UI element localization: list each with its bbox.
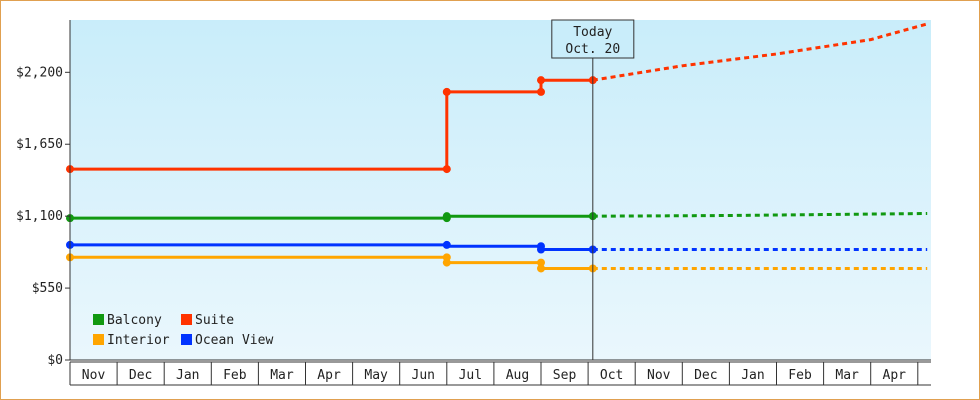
plot-area [70, 20, 931, 360]
series-line-interior [70, 255, 593, 270]
x-tick-label: Jan [176, 368, 199, 383]
x-tick-label: Jul [459, 368, 482, 383]
data-point-ocean-view [537, 245, 545, 254]
series-line-ocean-view [70, 243, 593, 251]
x-tick-label: Jan [741, 368, 764, 383]
x-tick-label: Apr [317, 368, 341, 383]
legend-label: Interior [107, 333, 170, 348]
legend-swatch [181, 314, 192, 325]
data-point-interior [537, 258, 545, 267]
today-marker: Today Oct. 20 [551, 19, 635, 360]
y-tick-label: $550 [32, 281, 63, 296]
legend-label: Balcony [107, 313, 162, 328]
x-tick-label: Apr [883, 368, 907, 383]
y-tick-label: $1,650 [16, 137, 63, 152]
data-point-balcony [442, 212, 451, 221]
x-tick-label: Nov [647, 368, 671, 383]
x-tick-label: Feb [223, 368, 247, 383]
data-point-suite [537, 87, 545, 96]
y-tick-label: $2,200 [16, 65, 63, 80]
data-point-interior [442, 258, 451, 267]
legend: Balcony Suite Interior Ocean View [93, 313, 273, 348]
x-tick-label: Aug [506, 368, 529, 383]
legend-label: Ocean View [195, 333, 273, 348]
x-tick-label: Dec [129, 368, 152, 383]
legend-swatch [93, 334, 104, 345]
data-point-suite [537, 76, 545, 85]
x-tick-label: Oct [600, 368, 623, 383]
today-date: Oct. 20 [565, 42, 620, 57]
x-tick-label: Nov [82, 368, 106, 383]
legend-swatch [181, 334, 192, 345]
series-forecast-suite [592, 22, 928, 82]
x-tick-label: Jun [412, 368, 435, 383]
y-tick-label: $1,100 [16, 209, 63, 224]
x-tick-label: Feb [788, 368, 812, 383]
y-tick-label: $0 [47, 353, 63, 368]
x-tick-label: Dec [694, 368, 717, 383]
series-layer [66, 22, 928, 273]
data-point-suite [442, 87, 451, 96]
axes-layer: $0 $550 $1,100 $1,650 $2,200 Nov Dec Jan Feb Mar A… [16, 20, 931, 386]
x-tick-label: Mar [835, 368, 859, 383]
data-point-ocean-view [442, 240, 451, 249]
series-line-suite [70, 78, 593, 171]
x-tick-label: Sep [553, 368, 577, 383]
legend-swatch [93, 314, 104, 325]
series-forecast-balcony [592, 212, 928, 218]
x-tick-label: May [364, 368, 388, 383]
today-label: Today [573, 25, 612, 40]
data-point-interior [537, 264, 545, 273]
data-point-suite [442, 165, 451, 174]
x-tick-label: Mar [270, 368, 294, 383]
legend-label: Suite [195, 313, 234, 328]
today-box [551, 19, 635, 59]
